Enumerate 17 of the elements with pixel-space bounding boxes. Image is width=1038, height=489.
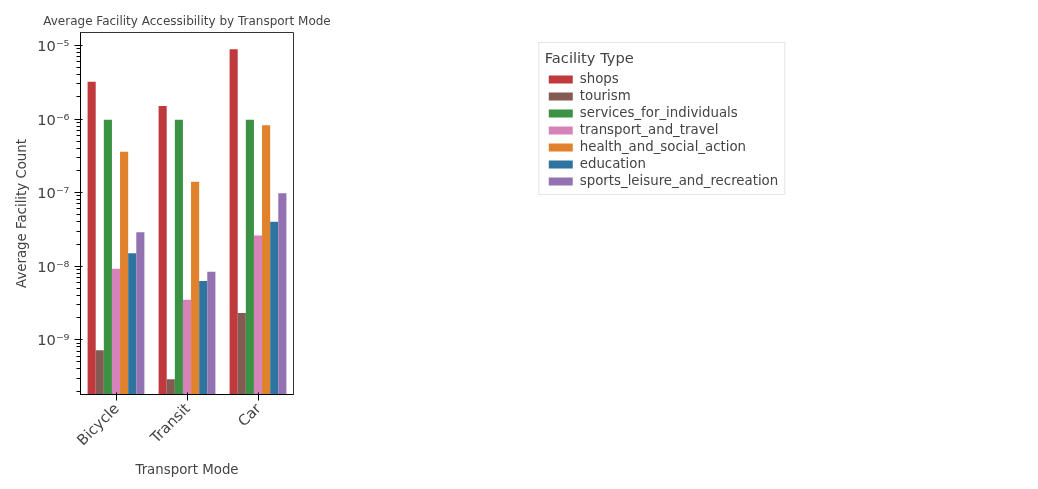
- legend-label: services_for_individuals: [579, 105, 738, 120]
- x-tick-label: Car: [234, 398, 265, 430]
- legend-label: tourism: [579, 88, 631, 103]
- y-tick-label: 10⁻⁶: [37, 110, 70, 128]
- legend-label: health_and_social_action: [579, 139, 747, 154]
- legend-label: transport_and_travel: [579, 122, 719, 137]
- legend-label: shops: [579, 71, 619, 86]
- y-tick-label: 10⁻⁹: [37, 331, 70, 349]
- legend-title: Facility Type: [544, 49, 635, 66]
- y-tick-label: 10⁻⁸: [37, 257, 70, 275]
- y-tick-label: 10⁻⁵: [37, 36, 70, 54]
- legend-label: sports_leisure_and_recreation: [579, 173, 779, 188]
- x-axis-title: Transport Mode: [134, 462, 239, 478]
- legend-label: education: [579, 156, 646, 171]
- y-axis-title: Average Facility Count: [14, 139, 30, 288]
- y-tick-label: 10⁻⁷: [37, 184, 70, 202]
- chart-title: Average Facility Accessibility by Transport Mode: [43, 13, 331, 28]
